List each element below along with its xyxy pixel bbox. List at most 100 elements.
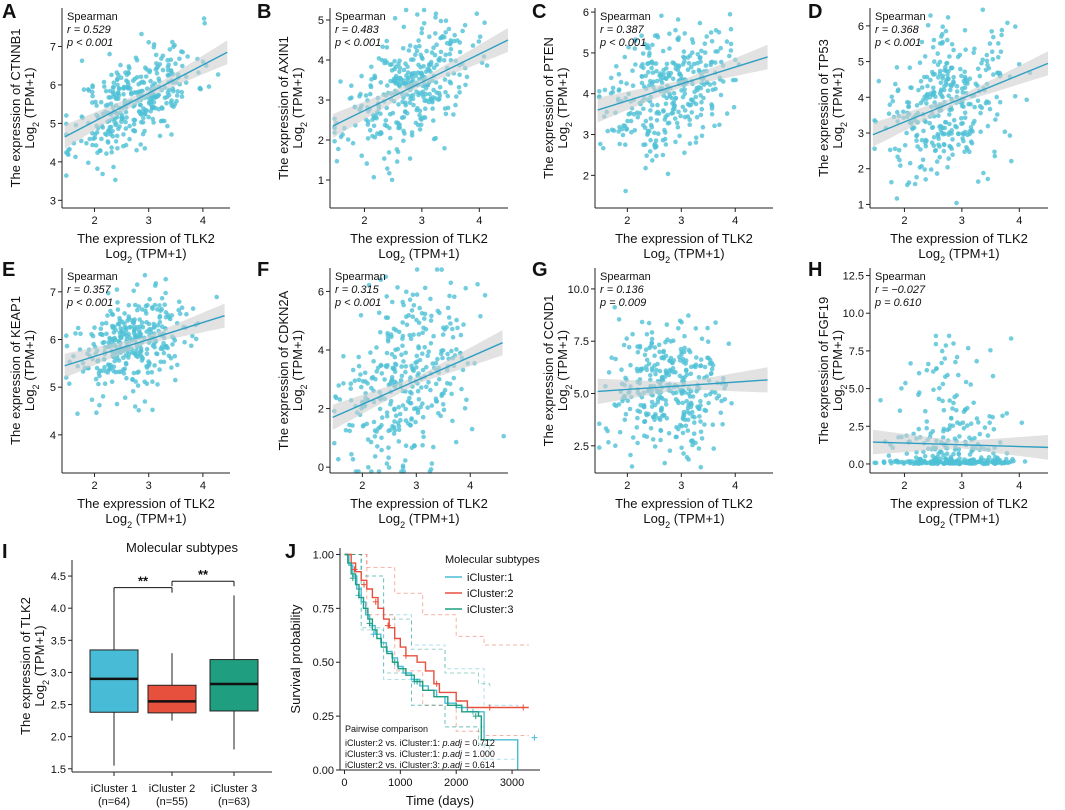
data-point (681, 49, 687, 54)
data-point (338, 79, 343, 84)
data-point (383, 58, 388, 63)
data-point (367, 128, 373, 133)
data-point (134, 57, 140, 63)
x-axis-sublabel: Log2 (TPM+1) (918, 511, 999, 530)
data-point (395, 285, 400, 290)
data-point (392, 361, 398, 367)
data-point (887, 102, 893, 107)
data-point (619, 367, 624, 373)
data-point (476, 39, 482, 44)
y-tick-label: 4 (858, 92, 864, 104)
data-point (610, 85, 616, 91)
data-point (131, 128, 136, 133)
data-point (616, 129, 621, 134)
y-tick-label: 6 (50, 335, 56, 347)
data-point (64, 333, 69, 339)
data-point (680, 104, 686, 110)
y-tick-label: 4 (318, 345, 324, 357)
legend-label: iCluster:3 (467, 604, 513, 616)
data-point (401, 138, 406, 144)
data-point (455, 325, 460, 331)
data-point (400, 343, 405, 349)
data-point (454, 317, 459, 323)
data-point (450, 335, 456, 340)
data-point (385, 339, 391, 344)
data-point (127, 325, 132, 330)
data-point (690, 394, 696, 399)
data-point (649, 340, 654, 346)
data-point (612, 305, 617, 310)
data-point (448, 40, 453, 45)
pairwise-row: iCluster:3 vs. iCluster:1: p.adj = 1.000 (345, 749, 495, 759)
data-point (443, 52, 449, 58)
data-point (698, 398, 703, 404)
data-point (356, 377, 362, 383)
data-point (201, 16, 207, 21)
data-point (605, 128, 610, 134)
data-point (690, 50, 695, 55)
stat-p: p < 0.001 (334, 37, 381, 49)
data-point (999, 32, 1004, 38)
data-point (712, 123, 717, 129)
data-point (173, 377, 178, 383)
data-point (956, 372, 961, 378)
data-point (155, 64, 161, 69)
data-point (943, 64, 948, 70)
data-point (1008, 459, 1014, 465)
x-tick-label: 4 (1016, 215, 1022, 227)
censor-mark (486, 704, 493, 711)
data-point (157, 315, 162, 320)
data-point (699, 436, 705, 441)
data-point (896, 460, 902, 465)
data-point (932, 59, 937, 64)
x-axis-label: The expression of TLK2 (77, 231, 215, 246)
data-point (903, 380, 908, 386)
data-point (939, 360, 944, 366)
data-point (917, 165, 923, 170)
data-point (166, 87, 172, 93)
x-tick-label: 0 (341, 777, 347, 789)
data-point (356, 354, 362, 360)
data-point (639, 319, 645, 325)
data-point (907, 459, 912, 464)
data-point (152, 363, 157, 368)
data-point (1002, 460, 1007, 466)
data-point (133, 353, 139, 359)
data-point (383, 315, 389, 320)
data-point (623, 375, 628, 381)
data-point (121, 92, 126, 97)
data-point (962, 115, 968, 121)
x-tick-label: 3 (678, 215, 684, 227)
data-point (100, 394, 106, 399)
censor-mark (520, 704, 527, 711)
data-point (916, 426, 922, 432)
data-point (682, 390, 688, 395)
data-point (675, 17, 681, 22)
data-point (443, 111, 449, 117)
data-point (100, 125, 106, 130)
data-point (670, 110, 676, 116)
data-point (377, 425, 383, 430)
data-point (645, 132, 650, 137)
data-point (961, 426, 967, 431)
data-point (718, 45, 723, 51)
data-point (597, 421, 602, 427)
data-point (174, 93, 180, 98)
data-point (961, 409, 967, 415)
data-point (916, 392, 921, 398)
data-point (422, 345, 428, 350)
data-point (597, 445, 602, 450)
data-point (103, 88, 109, 94)
data-point (977, 431, 983, 437)
data-point (389, 334, 394, 340)
data-point (968, 125, 974, 130)
data-point (93, 143, 99, 148)
x-tick-label: iCluster 3 (211, 783, 257, 795)
data-point (990, 57, 996, 62)
data-point (937, 68, 943, 74)
data-point (433, 398, 439, 404)
data-point (408, 57, 414, 62)
data-point (408, 336, 414, 342)
data-point (416, 397, 422, 402)
